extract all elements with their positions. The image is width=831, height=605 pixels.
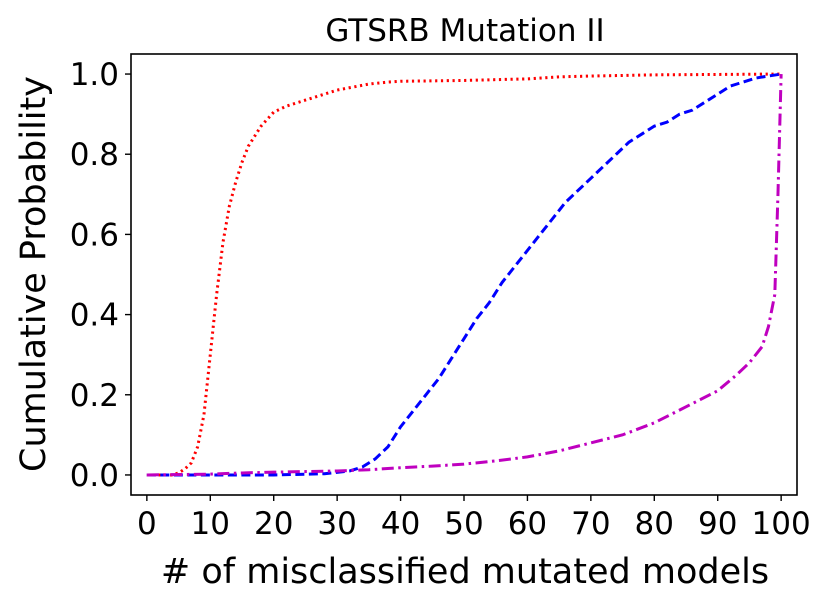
x-tick-label: 100: [752, 506, 811, 542]
series-line-red-dotted: [146, 72, 782, 477]
y-tick-label: 0.0: [70, 458, 119, 494]
x-tick-label: 10: [191, 506, 230, 542]
y-tick-label: 0.8: [70, 137, 119, 173]
series-layer: [146, 72, 783, 477]
y-tick-label: 1.0: [70, 57, 119, 93]
series-line-blue-dashed: [146, 72, 782, 477]
x-tick-label: 0: [137, 506, 157, 542]
x-tick-label: 20: [254, 506, 293, 542]
y-tick-label: 0.4: [70, 298, 119, 334]
x-tick-label: 50: [444, 506, 483, 542]
y-tick-label: 0.2: [70, 378, 119, 414]
y-tick-label: 0.6: [70, 217, 119, 253]
x-tick-label: 60: [508, 506, 547, 542]
x-axis-ticks: 0 10 20 30 40 50 60 70 80 90 100: [137, 495, 811, 542]
y-axis-ticks: 0.0 0.2 0.4 0.6 0.8 1.0: [70, 57, 131, 494]
chart-title: GTSRB Mutation II: [325, 13, 604, 49]
x-tick-label: 90: [698, 506, 737, 542]
x-tick-label: 80: [635, 506, 674, 542]
series-line-magenta-dashdot: [146, 74, 783, 477]
y-axis-label: Cumulative Probability: [14, 76, 54, 472]
x-axis-label: # of misclassified mutated models: [161, 552, 769, 592]
x-tick-label: 40: [381, 506, 420, 542]
x-tick-label: 30: [317, 506, 356, 542]
x-tick-label: 70: [571, 506, 610, 542]
